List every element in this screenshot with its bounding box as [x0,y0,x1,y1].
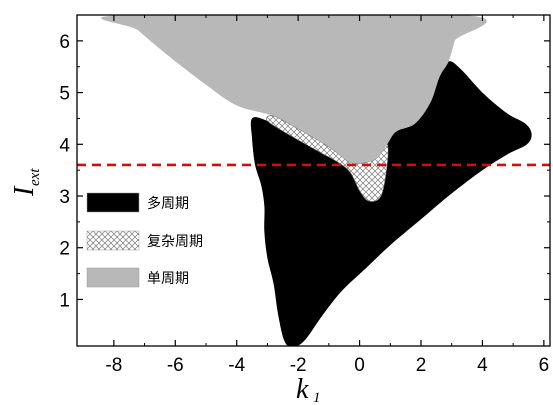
legend-swatch [86,192,140,213]
legend-label: 多周期 [147,195,189,212]
y-tick-label: 2 [59,239,70,260]
region-single-period [101,15,487,164]
x-tick-label: -8 [105,355,122,376]
x-axis-subscript: 1 [313,390,321,405]
y-tick-label: 3 [59,187,70,208]
regions [101,15,532,346]
x-tick-label: -2 [290,355,307,376]
x-tick-label: 4 [477,355,488,376]
region-multi-period [250,61,532,346]
x-tick-label: 2 [416,355,427,376]
x-tick-label: -4 [228,355,245,376]
y-tick-label: 4 [59,135,70,156]
region-complex-period [266,115,389,202]
y-axis-subscript: ext [27,168,43,186]
legend-label: 复杂周期 [147,233,203,250]
legend-swatch [86,267,140,288]
x-tick-label: 6 [539,355,550,376]
y-tick-label: 5 [59,84,70,105]
legend-label: 单周期 [147,271,189,287]
plot-frame [76,14,551,347]
x-tick-label: -6 [167,355,184,376]
x-tick-label: 0 [354,355,365,376]
axes: -8 -6 -4 -2 0 2 4 6 1 2 3 4 5 6 [59,14,551,376]
y-axis-title: I [9,185,40,197]
y-tick-label: 6 [59,32,70,53]
legend-swatch [86,230,140,251]
y-tick-label: 1 [59,290,70,311]
x-axis-title: k [296,374,309,405]
